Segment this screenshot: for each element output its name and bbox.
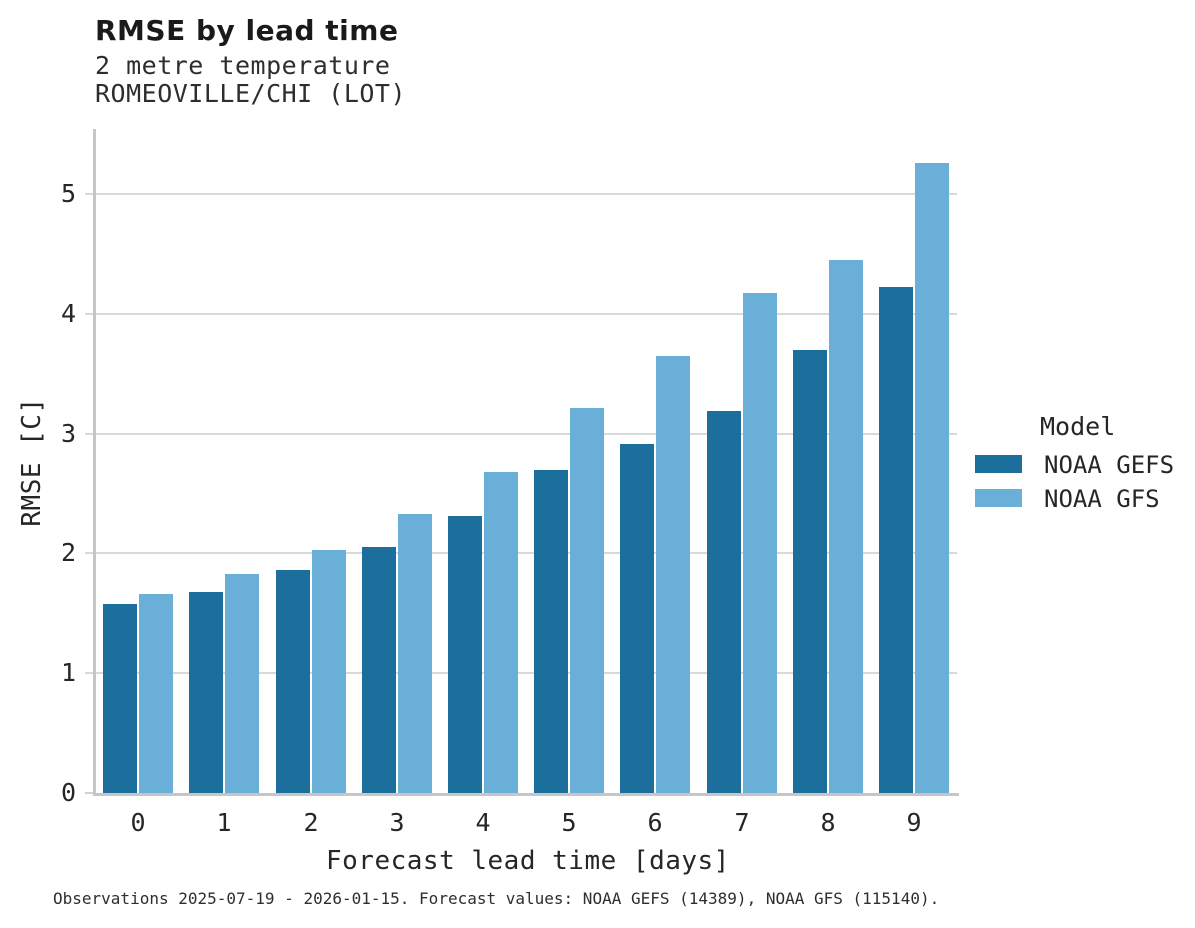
caption-observations: Observations 2025-07-19 - 2026-01-15. Fo… <box>53 889 940 908</box>
legend-label-noaa-gefs: NOAA GEFS <box>1044 451 1175 479</box>
legend-swatch-noaa-gefs <box>975 455 1022 473</box>
x-axis-spine <box>93 793 959 796</box>
chart-subtitle: 2 metre temperature <box>95 51 391 80</box>
y-axis-spine <box>93 129 96 796</box>
bar-noaa-gefs-lead-8 <box>793 350 827 793</box>
bar-noaa-gfs-lead-9 <box>915 163 949 793</box>
x-tick-label-3: 3 <box>389 808 405 837</box>
gridline-y-3 <box>85 433 957 435</box>
bar-noaa-gefs-lead-5 <box>534 470 568 793</box>
bar-noaa-gfs-lead-4 <box>484 472 518 793</box>
y-tick-label-5: 5 <box>60 179 76 208</box>
legend-title: Model <box>1040 412 1116 441</box>
y-axis-label: RMSE [C] <box>17 397 47 527</box>
x-tick-label-6: 6 <box>647 808 663 837</box>
gridline-y-2 <box>85 552 957 554</box>
legend-swatch-noaa-gfs <box>975 489 1022 507</box>
bar-noaa-gfs-lead-6 <box>656 356 690 793</box>
bar-noaa-gfs-lead-8 <box>829 260 863 793</box>
bar-noaa-gfs-lead-3 <box>398 514 432 793</box>
bar-noaa-gefs-lead-1 <box>189 592 223 793</box>
bar-noaa-gfs-lead-5 <box>570 408 604 793</box>
bar-noaa-gefs-lead-2 <box>276 570 310 793</box>
x-axis-label: Forecast lead time [days] <box>326 846 730 876</box>
bar-noaa-gfs-lead-2 <box>312 550 346 793</box>
x-tick-label-8: 8 <box>820 808 836 837</box>
bar-noaa-gefs-lead-7 <box>707 411 741 793</box>
y-tick-label-0: 0 <box>60 778 76 807</box>
x-tick-label-9: 9 <box>906 808 922 837</box>
x-tick-label-1: 1 <box>216 808 232 837</box>
x-tick-label-5: 5 <box>561 808 577 837</box>
gridline-y-4 <box>85 313 957 315</box>
bar-noaa-gefs-lead-9 <box>879 287 913 793</box>
legend-label-noaa-gfs: NOAA GFS <box>1044 485 1160 513</box>
y-tick-label-3: 3 <box>60 419 76 448</box>
bar-noaa-gefs-lead-0 <box>103 604 137 793</box>
chart-title: RMSE by lead time <box>95 14 399 47</box>
y-tick-label-2: 2 <box>60 538 76 567</box>
bar-noaa-gfs-lead-0 <box>139 594 173 793</box>
x-tick-label-0: 0 <box>130 808 146 837</box>
bar-noaa-gfs-lead-1 <box>225 574 259 793</box>
gridline-y-5 <box>85 193 957 195</box>
x-tick-label-7: 7 <box>734 808 750 837</box>
x-tick-label-4: 4 <box>475 808 491 837</box>
chart-station-name: ROMEOVILLE/CHI (LOT) <box>95 79 407 108</box>
gridline-y-1 <box>85 672 957 674</box>
y-tick-label-4: 4 <box>60 299 76 328</box>
x-tick-label-2: 2 <box>303 808 319 837</box>
bar-noaa-gefs-lead-6 <box>620 444 654 793</box>
bar-noaa-gefs-lead-4 <box>448 516 482 793</box>
bar-noaa-gfs-lead-7 <box>743 293 777 793</box>
y-tick-label-1: 1 <box>60 658 76 687</box>
bar-noaa-gefs-lead-3 <box>362 547 396 793</box>
y-tick-mark-0 <box>85 792 95 794</box>
